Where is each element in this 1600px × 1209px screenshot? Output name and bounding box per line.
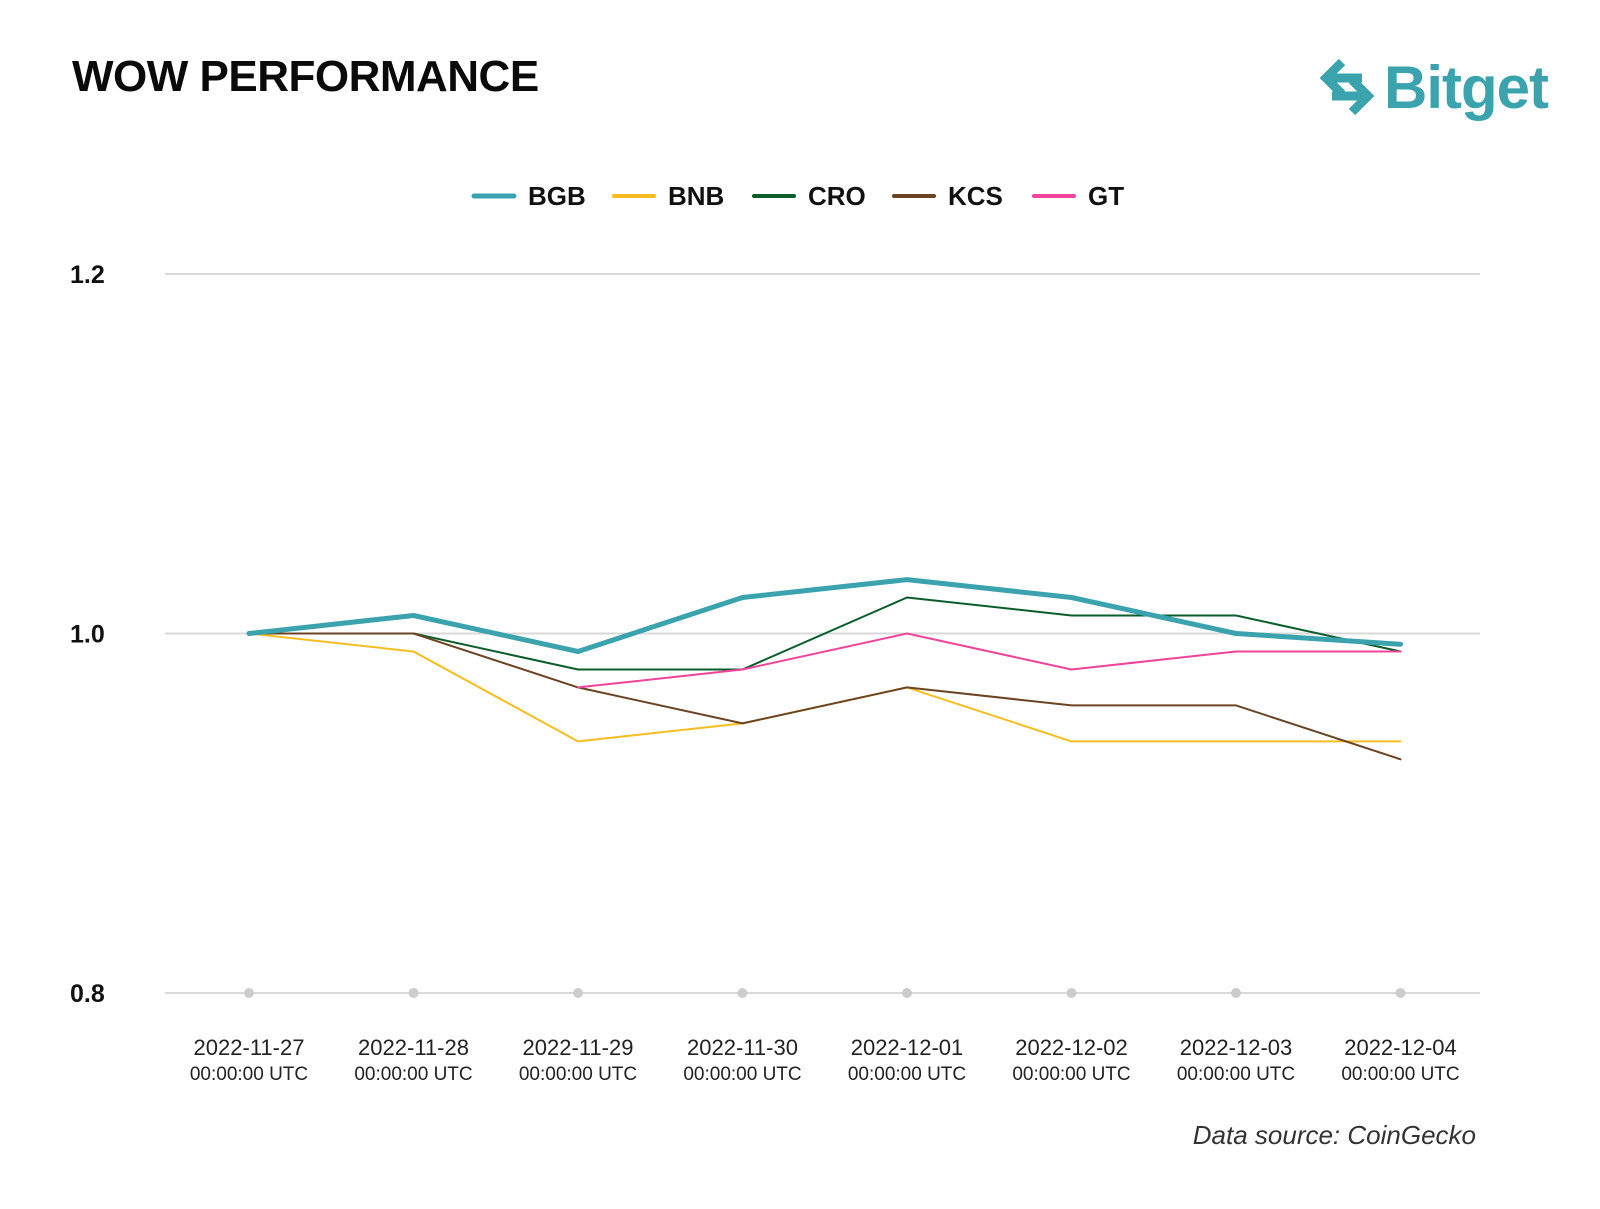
series-line-bnb — [248, 632, 1402, 743]
series-line-cro — [248, 596, 1402, 671]
series-line-gt — [577, 632, 1402, 689]
x-tick-date: 2022-11-30 — [687, 1035, 798, 1060]
y-axis: 1.2 1.0 0.8 — [70, 261, 105, 1008]
series-line-bgb — [246, 577, 1403, 654]
x-axis-dot — [244, 988, 254, 998]
x-tick-time: 00:00:00 UTC — [683, 1064, 801, 1085]
x-axis-dot — [1395, 988, 1406, 998]
x-tick-date: 2022-11-29 — [523, 1035, 634, 1060]
x-axis: 2022-11-27 00:00:00 UTC 2022-11-28 00:00:00… — [190, 988, 1460, 1085]
y-tick-label: 1.0 — [70, 621, 105, 649]
chart-title: WOW PERFORMANCE — [72, 52, 539, 101]
x-tick-time: 00:00:00 UTC — [1177, 1064, 1295, 1085]
x-axis-dot — [1231, 988, 1241, 998]
x-tick-time: 00:00:00 UTC — [519, 1064, 637, 1085]
data-source-note: Data source: CoinGecko — [1192, 1120, 1476, 1150]
series-line-kcs — [248, 632, 1402, 761]
x-tick-time: 00:00:00 UTC — [848, 1064, 966, 1085]
x-tick-date: 2022-12-04 — [1344, 1035, 1457, 1060]
x-tick-date: 2022-12-03 — [1180, 1035, 1293, 1060]
x-axis-dot — [1066, 988, 1077, 998]
x-tick-date: 2022-11-28 — [358, 1035, 469, 1060]
x-tick-date: 2022-12-01 — [851, 1035, 964, 1060]
legend-label-cro: CRO — [808, 181, 866, 211]
x-axis-dot — [737, 988, 748, 998]
bitget-logo: Bitget — [1318, 52, 1549, 122]
legend: BGB BNB CRO KCS GT — [471, 181, 1124, 211]
y-tick-label: 0.8 — [70, 980, 105, 1008]
legend-label-gt: GT — [1088, 181, 1124, 211]
y-tick-label: 1.2 — [70, 261, 105, 289]
legend-label-kcs: KCS — [948, 181, 1003, 211]
x-tick-time: 00:00:00 UTC — [1341, 1064, 1459, 1085]
x-tick-date: 2022-11-27 — [194, 1035, 305, 1060]
legend-label-bgb: BGB — [528, 181, 586, 211]
x-tick-date: 2022-12-02 — [1015, 1035, 1128, 1060]
series-lines — [246, 577, 1403, 761]
x-axis-dot — [902, 988, 912, 998]
x-axis-dot — [573, 988, 583, 998]
x-tick-time: 00:00:00 UTC — [1012, 1064, 1130, 1085]
bitget-logo-text: Bitget — [1384, 53, 1549, 121]
bitget-arrows-icon — [1319, 58, 1375, 116]
x-tick-time: 00:00:00 UTC — [190, 1064, 308, 1085]
x-tick-time: 00:00:00 UTC — [354, 1064, 472, 1085]
x-axis-dot — [408, 988, 419, 998]
legend-label-bnb: BNB — [668, 181, 724, 211]
